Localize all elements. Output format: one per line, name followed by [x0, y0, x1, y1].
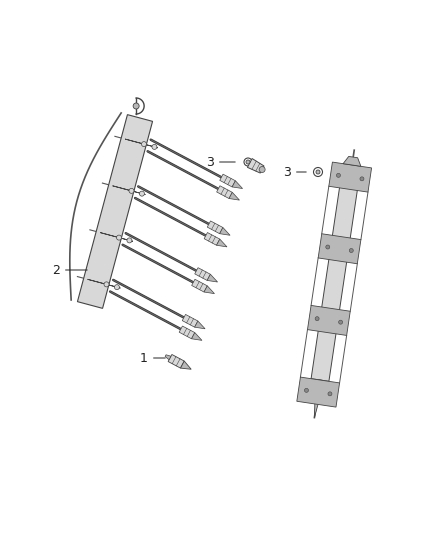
Circle shape	[328, 392, 332, 396]
Circle shape	[127, 238, 132, 243]
Polygon shape	[229, 192, 240, 200]
Polygon shape	[195, 268, 210, 280]
Polygon shape	[125, 139, 158, 148]
Polygon shape	[204, 286, 215, 294]
Text: 2: 2	[52, 263, 87, 277]
Circle shape	[336, 173, 340, 177]
Polygon shape	[297, 377, 339, 407]
Circle shape	[259, 166, 265, 173]
Polygon shape	[179, 326, 195, 339]
Polygon shape	[182, 314, 198, 327]
Circle shape	[360, 177, 364, 181]
Polygon shape	[311, 164, 361, 381]
Polygon shape	[247, 158, 264, 173]
Polygon shape	[219, 228, 230, 235]
Text: 3: 3	[283, 166, 306, 179]
Polygon shape	[343, 156, 361, 166]
Circle shape	[141, 142, 146, 147]
Polygon shape	[88, 279, 120, 288]
Polygon shape	[314, 379, 325, 417]
Polygon shape	[318, 234, 361, 264]
Circle shape	[117, 235, 121, 240]
Polygon shape	[207, 274, 218, 282]
Circle shape	[304, 389, 308, 392]
Polygon shape	[113, 186, 145, 195]
Circle shape	[152, 144, 157, 149]
Text: 1: 1	[140, 351, 165, 365]
Polygon shape	[78, 115, 152, 309]
Polygon shape	[100, 232, 133, 241]
Polygon shape	[220, 174, 235, 187]
Circle shape	[315, 317, 319, 321]
Circle shape	[246, 160, 250, 164]
Polygon shape	[307, 305, 350, 335]
Polygon shape	[191, 333, 202, 341]
Polygon shape	[207, 221, 223, 233]
Circle shape	[326, 245, 330, 249]
Circle shape	[129, 188, 134, 193]
Circle shape	[139, 191, 145, 196]
Polygon shape	[180, 361, 191, 369]
Polygon shape	[204, 232, 220, 245]
Circle shape	[316, 170, 320, 174]
Polygon shape	[194, 321, 205, 329]
Polygon shape	[192, 279, 207, 292]
Circle shape	[349, 248, 353, 253]
Polygon shape	[232, 181, 243, 189]
Circle shape	[114, 285, 120, 289]
Text: 3: 3	[206, 156, 235, 168]
Polygon shape	[217, 186, 232, 198]
Circle shape	[133, 103, 139, 109]
Circle shape	[339, 320, 343, 324]
Circle shape	[104, 282, 109, 287]
Polygon shape	[165, 355, 171, 360]
Polygon shape	[216, 239, 227, 247]
Polygon shape	[168, 354, 184, 368]
Polygon shape	[329, 162, 371, 192]
